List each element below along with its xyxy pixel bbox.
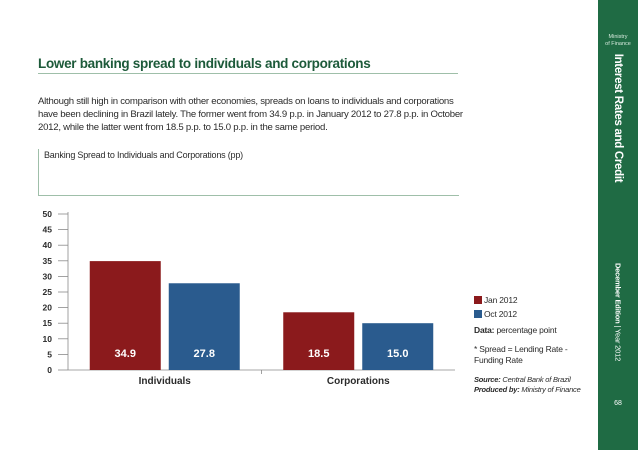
spread-definition: * Spread = Lending Rate - Funding Rate — [474, 344, 568, 365]
page-title: Lower banking spread to individuals and … — [38, 56, 371, 71]
ministry-line-1: Ministry — [608, 34, 628, 40]
bar-data-label: 15.0 — [387, 348, 408, 360]
x-category-label: Individuals — [139, 376, 192, 387]
bar-oct-2012-individuals — [168, 283, 240, 370]
bar-jan-2012-individuals — [89, 261, 161, 370]
legend-label-oct: Oct 2012 — [484, 309, 517, 319]
edition-vertical: December Edition | Year 2012 — [600, 262, 636, 362]
sidebar-band — [598, 0, 638, 450]
bar-oct-2012-corporations — [362, 323, 434, 370]
legend-swatch-oct — [474, 310, 482, 318]
y-tick-label: 5 — [47, 349, 52, 359]
y-tick-label: 45 — [43, 225, 53, 235]
legend-swatch-jan — [474, 296, 482, 304]
chart-caption-frame — [38, 149, 459, 196]
section-title: Interest Rates and Credit — [612, 53, 624, 183]
data-label: Data: — [474, 325, 495, 335]
y-tick-label: 20 — [43, 303, 53, 313]
title-divider — [38, 73, 458, 74]
legend-label-jan: Jan 2012 — [484, 295, 518, 305]
chart-notes: Data: percentage point * Spread = Lendin… — [474, 325, 594, 366]
edition-separator: | — [613, 325, 623, 328]
source-block: Source: Central Bank of Brazil Produced … — [474, 375, 598, 395]
page-number: 68 — [614, 400, 622, 407]
y-tick-label: 15 — [43, 318, 53, 328]
x-category-label: Corporations — [327, 376, 390, 387]
y-tick-label: 50 — [43, 209, 53, 219]
body-paragraph: Although still high in comparison with o… — [38, 96, 463, 133]
edition-label: December Edition — [613, 262, 623, 324]
section-title-vertical: Interest Rates and Credit — [600, 54, 636, 183]
legend-item-jan: Jan 2012 — [474, 294, 518, 306]
produced-value: Ministry of Finance — [521, 385, 581, 394]
y-tick-label: 35 — [43, 256, 53, 266]
bar-data-label: 27.8 — [194, 348, 215, 360]
bar-data-label: 18.5 — [308, 348, 329, 360]
chart-legend: Jan 2012 Oct 2012 — [474, 294, 518, 322]
y-tick-label: 0 — [47, 365, 52, 375]
produced-by-line: Produced by: Ministry of Finance — [474, 385, 598, 395]
chart-title: Banking Spread to Individuals and Corpor… — [44, 150, 243, 160]
bar-jan-2012-corporations — [283, 312, 355, 370]
bar-chart: 0 5 10 15 20 25 30 35 40 45 50 34.9 27.8 Individuals 1… — [43, 209, 455, 387]
data-value: percentage point — [496, 325, 557, 335]
y-tick-label: 40 — [43, 240, 53, 250]
source-label: Source: — [474, 375, 501, 384]
y-tick-label: 25 — [43, 287, 53, 297]
ministry-line-2: of Finance — [605, 41, 631, 47]
edition-year: Year 2012 — [613, 328, 623, 362]
bar-data-label: 34.9 — [115, 348, 136, 360]
y-tick-label: 10 — [43, 334, 53, 344]
source-value: Central Bank of Brazil — [502, 375, 571, 384]
ministry-label: Ministry of Finance — [598, 34, 638, 48]
edition-line: December Edition | Year 2012 — [614, 263, 623, 361]
legend-item-oct: Oct 2012 — [474, 308, 517, 320]
y-tick-label: 30 — [43, 271, 53, 281]
produced-label: Produced by: — [474, 385, 520, 394]
data-unit-note: Data: percentage point — [474, 325, 594, 336]
source-line: Source: Central Bank of Brazil — [474, 375, 598, 385]
